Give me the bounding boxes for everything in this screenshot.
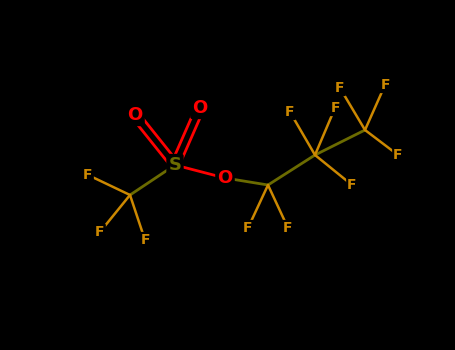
Text: F: F [335,81,345,95]
Text: F: F [140,233,150,247]
Text: F: F [283,221,293,235]
Text: O: O [127,106,142,124]
Text: F: F [243,221,253,235]
Text: S: S [168,156,182,174]
Text: F: F [393,148,403,162]
Text: F: F [347,178,357,192]
Text: F: F [285,105,295,119]
Text: F: F [83,168,93,182]
Text: O: O [217,169,233,187]
Text: F: F [95,225,105,239]
Text: F: F [380,78,390,92]
Text: O: O [192,99,207,117]
Text: F: F [330,101,340,115]
